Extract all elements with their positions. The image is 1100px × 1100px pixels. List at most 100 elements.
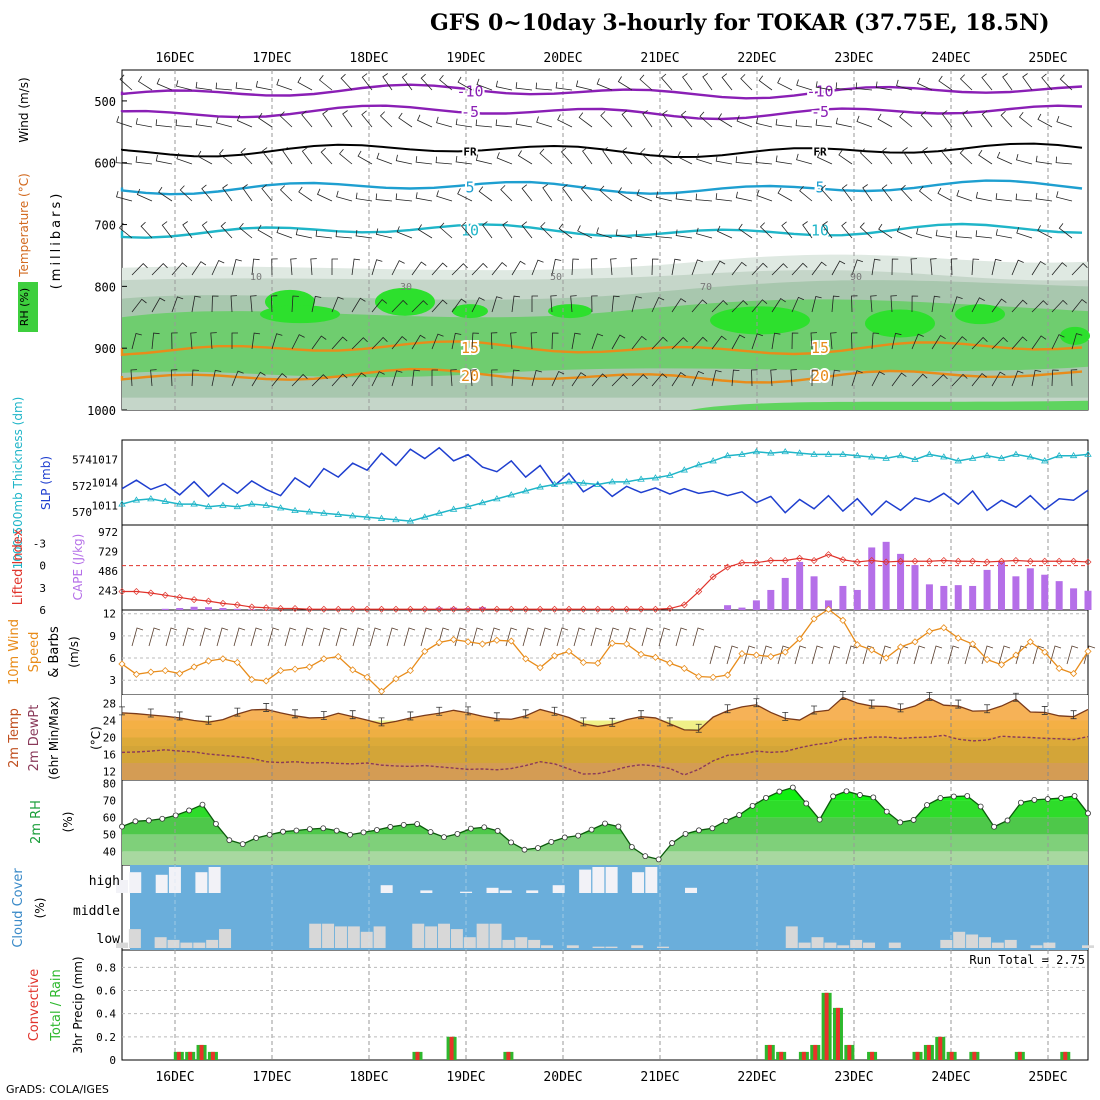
wind-barb xyxy=(570,295,577,313)
wind-barb xyxy=(621,147,633,165)
wind-barb xyxy=(431,333,444,350)
wind-barb xyxy=(677,151,693,165)
wind-speed-marker xyxy=(824,605,833,613)
wind-speed-marker xyxy=(853,641,861,649)
wind10-barb xyxy=(505,627,518,647)
wind-speed-marker xyxy=(478,640,487,648)
wind-barb xyxy=(896,225,913,239)
thickness-marker xyxy=(118,500,126,507)
wind-barb xyxy=(978,149,993,165)
rh-band-70 xyxy=(122,299,1088,378)
wind10-barb xyxy=(641,627,654,647)
wind-barb xyxy=(577,225,593,239)
wind-barb xyxy=(521,221,533,239)
wind-barb xyxy=(850,332,858,350)
wind-barb xyxy=(255,80,273,91)
lifted-index-marker xyxy=(738,559,746,567)
precip-convective-bar xyxy=(779,1051,784,1060)
lifted-index-marker xyxy=(190,596,198,604)
wind-barb xyxy=(1071,298,1087,313)
temp-tick-20: 20 xyxy=(103,732,116,745)
lifted-index-marker xyxy=(824,551,832,559)
wind-barb xyxy=(777,187,793,202)
thickness-marker xyxy=(666,471,674,478)
wind-barb xyxy=(621,110,633,128)
wind-speed-marker xyxy=(305,663,313,671)
precip-convective-bar xyxy=(210,1051,215,1060)
wind-barb xyxy=(835,117,853,128)
cape-bar xyxy=(810,576,818,610)
lifted-index-marker xyxy=(853,558,861,566)
thickness-marker xyxy=(147,495,155,502)
slp-tick-1011: 1011 xyxy=(92,500,119,513)
wind-barb xyxy=(671,337,688,350)
rh-marker xyxy=(575,832,582,839)
thickness-marker xyxy=(608,478,616,485)
wind-barb xyxy=(379,111,393,128)
wind-barb xyxy=(680,110,693,128)
precip-ylabel-2: Total / Rain xyxy=(49,969,64,1042)
cape-bar xyxy=(478,607,486,610)
lifted-index-marker xyxy=(767,556,775,564)
wind-barb xyxy=(937,187,953,202)
wind-barb xyxy=(251,258,260,276)
temp-contour-15 xyxy=(120,340,1083,356)
precip-convective-bar xyxy=(1063,1051,1068,1060)
thickness-marker xyxy=(478,498,487,506)
rh-marker xyxy=(481,824,488,831)
temp-minmax-bar xyxy=(724,704,731,714)
lifted-index-marker xyxy=(925,557,933,565)
lifted-index-marker xyxy=(637,605,645,613)
wind-barb xyxy=(331,373,348,387)
rh-marker xyxy=(132,818,139,825)
precip-tick-0.4: 0.4 xyxy=(96,1008,116,1021)
wind-barb xyxy=(411,369,421,387)
wind10-barb xyxy=(573,627,586,647)
rh-core-4 xyxy=(865,309,935,338)
upper-tick-900: 900 xyxy=(94,342,116,356)
rh-marker xyxy=(816,816,823,823)
wind10-barb xyxy=(998,645,1011,665)
rh-core-6 xyxy=(452,304,488,319)
wind-barb xyxy=(491,262,508,276)
wind-barb xyxy=(316,188,333,202)
wind-barb xyxy=(1037,225,1053,239)
lifted-index-marker xyxy=(161,591,169,599)
wind-barb xyxy=(1071,333,1083,350)
wind10-barb xyxy=(930,645,943,665)
lifted-index-marker xyxy=(565,605,573,613)
wind-barb xyxy=(831,369,841,387)
temp-minmax-bar xyxy=(349,710,356,720)
wind-barb xyxy=(971,372,987,387)
wind10-barb xyxy=(590,627,603,647)
cloud-bar-low xyxy=(347,926,360,948)
wind-barb xyxy=(471,297,485,313)
thickness-marker xyxy=(435,509,443,516)
wind-barb xyxy=(651,258,659,276)
lifted-index-marker xyxy=(752,559,760,567)
cloud-bar-low xyxy=(888,942,901,948)
wind-barb xyxy=(617,187,633,202)
rh-ylabel-2: (%) xyxy=(61,812,75,833)
date-bottom-23DEC: 23DEC xyxy=(834,1070,873,1085)
lifted-index-marker xyxy=(623,605,631,613)
cloud-bar-low xyxy=(116,942,128,948)
temp-contour-10 xyxy=(120,222,1083,239)
wind-barb xyxy=(841,221,853,239)
temp-minmax-bar xyxy=(263,703,270,712)
lifted-index-marker xyxy=(507,605,515,613)
rh-label-70: 70 xyxy=(700,282,712,293)
wind-barb xyxy=(1031,300,1048,313)
cloud-bar-low xyxy=(837,945,850,948)
wind-barb xyxy=(1070,369,1078,387)
rh-marker xyxy=(588,826,595,833)
rh-legend-swatch xyxy=(18,282,38,332)
temp-minmax-bar xyxy=(1012,692,1019,702)
wind-barb xyxy=(130,369,138,387)
thickness-marker xyxy=(925,450,934,457)
rh-marker xyxy=(722,818,729,824)
wind-barb xyxy=(841,184,853,202)
cloud-level-high: high xyxy=(89,874,120,889)
wind10-barb xyxy=(369,627,382,647)
wind-barb xyxy=(211,369,222,387)
